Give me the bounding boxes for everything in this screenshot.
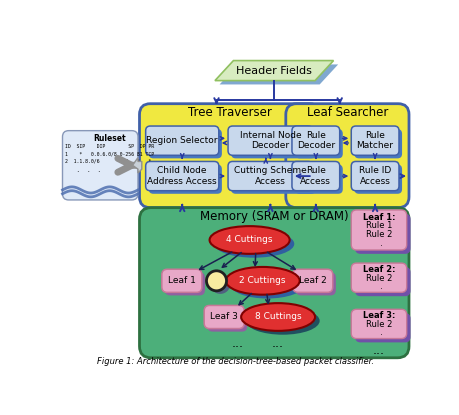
- FancyBboxPatch shape: [291, 126, 339, 155]
- Text: Internal Node
Decoder: Internal Node Decoder: [239, 131, 301, 150]
- Text: Region Selector: Region Selector: [146, 136, 218, 145]
- Text: 8 Cuttings: 8 Cuttings: [254, 312, 301, 322]
- Text: Child Node
Address Access: Child Node Address Access: [147, 166, 217, 186]
- Text: Ruleset: Ruleset: [93, 134, 125, 143]
- Ellipse shape: [206, 271, 226, 291]
- FancyBboxPatch shape: [353, 164, 401, 194]
- Ellipse shape: [214, 230, 294, 258]
- Text: ...: ...: [272, 337, 284, 350]
- Polygon shape: [219, 64, 337, 84]
- Text: Figure 1: Architecture of the decision-tree-based packet classifier.: Figure 1: Architecture of the decision-t…: [97, 357, 374, 366]
- Ellipse shape: [225, 267, 299, 295]
- FancyBboxPatch shape: [292, 269, 332, 292]
- Ellipse shape: [210, 274, 230, 294]
- Text: ·   ·   ·: · · ·: [77, 168, 101, 177]
- FancyBboxPatch shape: [228, 161, 312, 191]
- Text: Rule 2: Rule 2: [365, 320, 392, 329]
- FancyBboxPatch shape: [353, 129, 401, 159]
- Text: 1    *   0.0.6.0/8 0-256 81 TCP: 1 * 0.0.6.0/8 0-256 81 TCP: [65, 151, 154, 156]
- FancyBboxPatch shape: [207, 308, 247, 332]
- FancyBboxPatch shape: [139, 208, 408, 358]
- FancyBboxPatch shape: [291, 161, 339, 191]
- FancyBboxPatch shape: [146, 126, 218, 155]
- FancyBboxPatch shape: [164, 272, 205, 295]
- FancyBboxPatch shape: [294, 129, 342, 159]
- Text: Rule 1: Rule 1: [365, 222, 392, 230]
- Text: .: .: [374, 282, 382, 291]
- FancyBboxPatch shape: [230, 129, 315, 159]
- FancyBboxPatch shape: [139, 104, 320, 208]
- FancyBboxPatch shape: [354, 214, 409, 254]
- Text: Memory (SRAM or DRAM): Memory (SRAM or DRAM): [200, 210, 348, 223]
- Text: Leaf 2:: Leaf 2:: [362, 265, 394, 274]
- Text: .: .: [374, 328, 382, 337]
- Text: 2  1.1.8.0/6        23   *   *: 2 1.1.8.0/6 23 * *: [65, 158, 151, 163]
- FancyBboxPatch shape: [354, 313, 409, 342]
- Text: Leaf 2: Leaf 2: [298, 276, 326, 285]
- Text: Leaf Searcher: Leaf Searcher: [306, 106, 387, 120]
- FancyBboxPatch shape: [351, 161, 398, 191]
- FancyBboxPatch shape: [285, 104, 408, 208]
- Text: Rule 2: Rule 2: [365, 230, 392, 239]
- Text: Cutting Scheme
Access: Cutting Scheme Access: [234, 166, 306, 186]
- Text: Leaf 1: Leaf 1: [168, 276, 196, 285]
- FancyBboxPatch shape: [351, 309, 406, 339]
- Polygon shape: [214, 61, 333, 81]
- Text: 4 Cuttings: 4 Cuttings: [226, 235, 272, 244]
- Ellipse shape: [209, 226, 289, 254]
- Text: Leaf 3:: Leaf 3:: [362, 312, 394, 320]
- Text: Rule 2: Rule 2: [365, 273, 392, 283]
- FancyBboxPatch shape: [204, 305, 244, 329]
- Text: Rule
Matcher: Rule Matcher: [356, 131, 393, 150]
- FancyBboxPatch shape: [351, 263, 406, 292]
- Text: ID  SIP    DIP        SP  DP PR: ID SIP DIP SP DP PR: [65, 144, 154, 149]
- FancyBboxPatch shape: [351, 210, 406, 250]
- FancyBboxPatch shape: [148, 129, 221, 159]
- Text: Tree Traverser: Tree Traverser: [188, 106, 271, 120]
- Text: 2 Cuttings: 2 Cuttings: [239, 276, 285, 285]
- Text: ...: ...: [231, 337, 244, 350]
- Ellipse shape: [245, 307, 319, 335]
- FancyBboxPatch shape: [148, 164, 221, 194]
- Text: Header Fields: Header Fields: [236, 66, 312, 76]
- FancyBboxPatch shape: [294, 164, 342, 194]
- Text: Rule
Decoder: Rule Decoder: [296, 131, 334, 150]
- FancyBboxPatch shape: [162, 269, 202, 292]
- FancyBboxPatch shape: [62, 131, 138, 200]
- Text: Rule
Access: Rule Access: [300, 166, 330, 186]
- Text: Leaf 1:: Leaf 1:: [362, 212, 394, 222]
- FancyBboxPatch shape: [354, 267, 409, 296]
- Polygon shape: [132, 158, 141, 173]
- FancyBboxPatch shape: [295, 272, 335, 295]
- Text: Rule ID
Access: Rule ID Access: [358, 166, 391, 186]
- Ellipse shape: [241, 303, 314, 331]
- FancyBboxPatch shape: [230, 164, 315, 194]
- Text: .: .: [374, 239, 382, 248]
- Text: ...: ...: [372, 344, 384, 357]
- Ellipse shape: [230, 271, 303, 298]
- FancyBboxPatch shape: [351, 126, 398, 155]
- Text: Leaf 3: Leaf 3: [210, 312, 238, 322]
- FancyBboxPatch shape: [146, 161, 218, 191]
- FancyBboxPatch shape: [228, 126, 312, 155]
